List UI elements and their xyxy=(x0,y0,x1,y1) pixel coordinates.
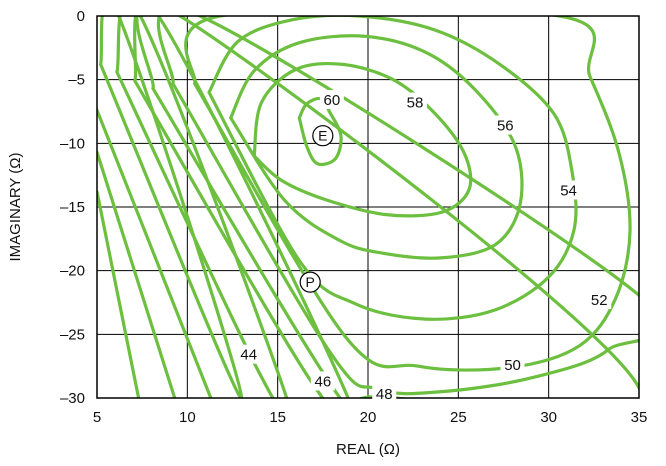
y-tick-label: –10 xyxy=(60,135,85,152)
y-tick-label: –20 xyxy=(60,263,85,280)
marker-label-p: P xyxy=(306,274,315,290)
contour-line-48 xyxy=(135,16,639,398)
x-tick-label: 10 xyxy=(179,409,196,426)
plot-frame xyxy=(96,15,640,399)
x-axis-title: REAL (Ω) xyxy=(336,441,400,458)
contour-label-50: 50 xyxy=(504,357,521,374)
contour-label-bg xyxy=(500,354,525,374)
contour-label-58: 58 xyxy=(407,95,424,112)
contour-line-unlabeled-11 xyxy=(97,150,177,398)
x-tick-label: 5 xyxy=(93,409,101,426)
contour-label-bg xyxy=(236,344,261,364)
markers: EP xyxy=(299,125,334,293)
contour-line-52 xyxy=(184,16,632,372)
contour-label-bg xyxy=(587,289,612,309)
contour-label-48: 48 xyxy=(376,386,393,403)
contour-label-54: 54 xyxy=(560,182,577,199)
contour-line-56 xyxy=(229,34,524,260)
contour-line-44 xyxy=(115,16,289,398)
x-tick-label: 20 xyxy=(360,409,377,426)
contour-label-bg xyxy=(402,92,427,112)
x-tick-label: 30 xyxy=(540,409,557,426)
y-tick-label: –25 xyxy=(60,326,85,343)
y-tick-label: –30 xyxy=(60,390,85,407)
x-tick-label: 15 xyxy=(269,409,286,426)
x-tick-label: 35 xyxy=(631,409,648,426)
contour-label-bg xyxy=(372,384,397,404)
marker-label-e: E xyxy=(318,128,327,144)
contour-label-56: 56 xyxy=(497,118,514,135)
contour-line-46 xyxy=(133,16,350,398)
y-axis-title: IMAGINARY (Ω) xyxy=(7,152,24,261)
marker-circle-e xyxy=(312,125,334,147)
contour-label-bg xyxy=(319,90,344,110)
x-tick-label: 25 xyxy=(450,409,467,426)
contour-label-44: 44 xyxy=(240,347,257,364)
contour-line-unlabeled-9 xyxy=(99,16,244,398)
contour-line-unlabeled-12 xyxy=(97,190,141,398)
marker-circle-p xyxy=(299,271,321,293)
contour-label-60: 60 xyxy=(324,92,341,109)
tick-labels: 5 10 15 20 25 30 35 0 –5 –10 –15 –20 –25 –30 xyxy=(60,8,647,426)
y-tick-label: –15 xyxy=(60,199,85,216)
contour-line-60 xyxy=(297,96,343,167)
y-tick-label: 0 xyxy=(77,8,85,25)
contour-label-bg xyxy=(310,371,335,391)
contour-label-bg xyxy=(493,115,518,135)
contour-label-52: 52 xyxy=(591,292,608,309)
contour-labels: 60 58 56 54 52 50 48 46 44 xyxy=(236,90,612,404)
contour-line-unlabeled-10 xyxy=(97,105,213,398)
y-tick-label: –5 xyxy=(68,72,85,89)
contour-label-bg xyxy=(556,180,581,200)
contour-label-46: 46 xyxy=(314,373,331,390)
